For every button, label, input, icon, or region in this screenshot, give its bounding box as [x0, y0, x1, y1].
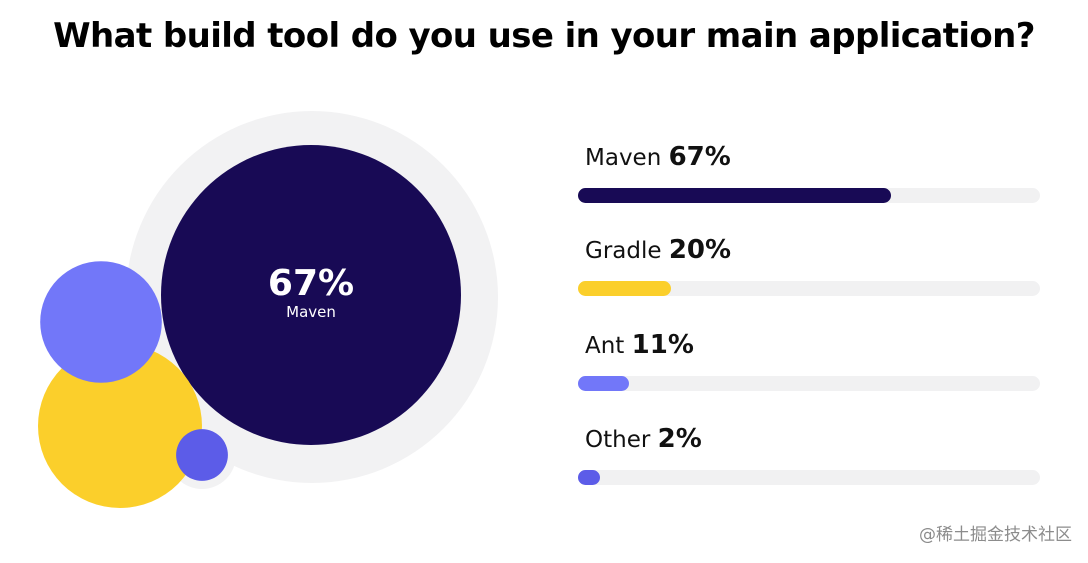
bar-label-gradle: Gradle 20% — [585, 235, 1040, 265]
bar-track — [578, 470, 1040, 485]
bar-row-other: Other 2% — [578, 424, 1040, 485]
bar-other — [578, 470, 600, 485]
bar-category-label: Other — [585, 427, 651, 453]
bubble-maven — [161, 145, 461, 445]
bar-track — [578, 281, 1040, 296]
bar-row-maven: Maven 67% — [578, 142, 1040, 203]
bar-gradle — [578, 281, 671, 296]
bar-category-label: Maven — [585, 145, 662, 171]
bar-category-label: Ant — [585, 333, 625, 359]
bar-value-label: 2% — [657, 424, 702, 454]
bubble-other — [176, 429, 228, 481]
bar-label-other: Other 2% — [585, 424, 1040, 454]
watermark: @稀土掘金技术社区 — [919, 525, 1072, 545]
bar-category-label: Gradle — [585, 238, 662, 264]
bubble-percent-label: 67% — [268, 263, 354, 304]
bubble-chart: 67% Maven — [38, 111, 498, 508]
bar-row-ant: Ant 11% — [578, 330, 1040, 391]
bar-track — [578, 188, 1040, 203]
bar-value-label: 67% — [668, 142, 731, 172]
bar-row-gradle: Gradle 20% — [578, 235, 1040, 296]
bar-label-maven: Maven 67% — [585, 142, 1040, 172]
chart-title: What build tool do you use in your main … — [53, 16, 1035, 56]
bar-label-ant: Ant 11% — [585, 330, 1040, 360]
bar-value-label: 11% — [631, 330, 694, 360]
bubble-gradle — [38, 344, 202, 508]
bar-value-label: 20% — [668, 235, 732, 265]
bar-ant — [578, 376, 629, 391]
bar-track — [578, 376, 1040, 391]
bubble-ant — [40, 261, 162, 383]
bubble-name-label: Maven — [286, 303, 336, 321]
bar-maven — [578, 188, 891, 203]
